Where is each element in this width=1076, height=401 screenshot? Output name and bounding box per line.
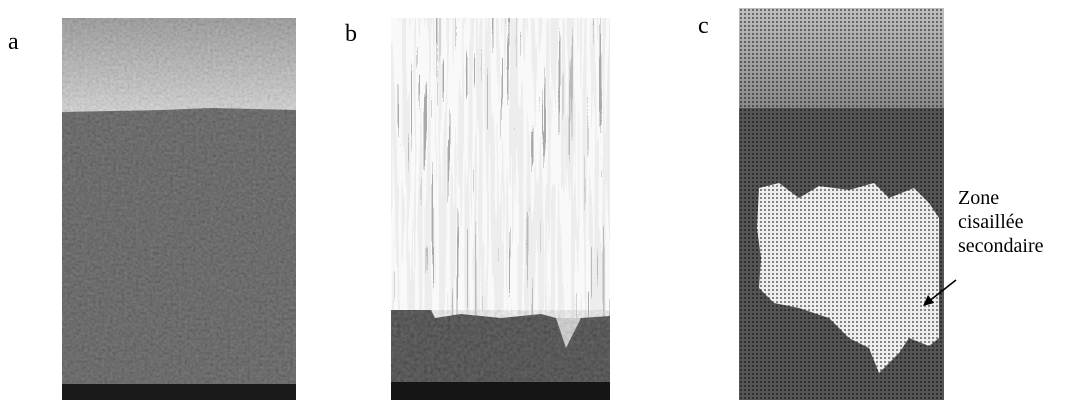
panel-c-image [739, 8, 944, 400]
panel-label-c: c [698, 13, 709, 39]
panel-b-image [391, 18, 610, 400]
arrow-icon [923, 279, 957, 306]
panel-label-b: b [345, 21, 357, 47]
panel-a-image [62, 18, 296, 400]
annotation-line-3: secondaire [958, 235, 1044, 257]
annotation-label: Zone cisaillée secondaire [958, 186, 1044, 258]
annotation-line-2: cisaillée [958, 211, 1024, 233]
annotation-line-1: Zone [958, 187, 1000, 209]
panel-label-a: a [8, 29, 19, 55]
